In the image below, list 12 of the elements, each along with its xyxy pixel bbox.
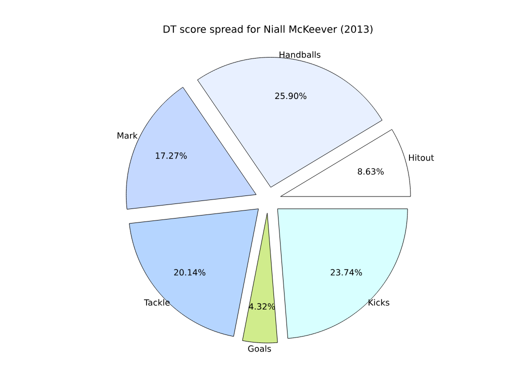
data-label: 25.90% [275, 92, 306, 100]
slice-label: Tackle [144, 299, 170, 306]
data-label: 17.27% [156, 152, 187, 159]
slice-label: Handballs [280, 51, 320, 58]
data-label: 23.74% [330, 269, 362, 276]
chart-title: DT score spread for Niall McKeever (2013) [164, 25, 372, 35]
slice-label: Goals [248, 345, 271, 352]
slice-label: Hitout [409, 154, 434, 161]
slice-label: Kicks [368, 299, 390, 306]
data-label: 8.63% [358, 168, 384, 175]
data-label: 20.14% [174, 269, 206, 276]
slice-label: Mark [118, 132, 138, 139]
